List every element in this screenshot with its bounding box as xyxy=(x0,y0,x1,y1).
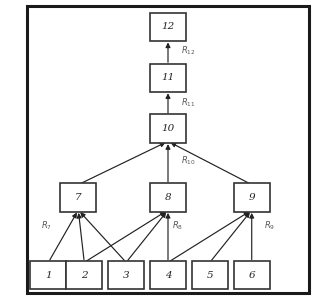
FancyBboxPatch shape xyxy=(150,115,186,143)
Text: $R_{9}$: $R_{9}$ xyxy=(264,219,275,232)
FancyBboxPatch shape xyxy=(150,64,186,92)
FancyBboxPatch shape xyxy=(234,261,270,289)
FancyBboxPatch shape xyxy=(150,183,186,212)
FancyBboxPatch shape xyxy=(150,261,186,289)
FancyBboxPatch shape xyxy=(108,261,144,289)
Text: 6: 6 xyxy=(248,271,255,280)
Text: 5: 5 xyxy=(207,271,213,280)
Text: 3: 3 xyxy=(123,271,129,280)
FancyBboxPatch shape xyxy=(234,183,270,212)
FancyBboxPatch shape xyxy=(150,13,186,41)
Text: $R_{10}$: $R_{10}$ xyxy=(181,155,196,167)
Text: 9: 9 xyxy=(248,193,255,202)
Text: 8: 8 xyxy=(165,193,171,202)
FancyBboxPatch shape xyxy=(192,261,228,289)
FancyBboxPatch shape xyxy=(60,183,96,212)
Text: $R_{7}$: $R_{7}$ xyxy=(41,219,52,232)
Text: $R_{11}$: $R_{11}$ xyxy=(181,96,196,109)
Text: $R_{12}$: $R_{12}$ xyxy=(181,45,196,57)
FancyBboxPatch shape xyxy=(31,261,66,289)
Text: 12: 12 xyxy=(161,22,175,31)
FancyBboxPatch shape xyxy=(66,261,102,289)
Text: 2: 2 xyxy=(81,271,88,280)
Text: $R_{8}$: $R_{8}$ xyxy=(172,219,183,232)
Text: 11: 11 xyxy=(161,73,175,82)
Text: 1: 1 xyxy=(45,271,52,280)
Text: 10: 10 xyxy=(161,124,175,133)
Text: 4: 4 xyxy=(165,271,171,280)
Text: 7: 7 xyxy=(75,193,82,202)
